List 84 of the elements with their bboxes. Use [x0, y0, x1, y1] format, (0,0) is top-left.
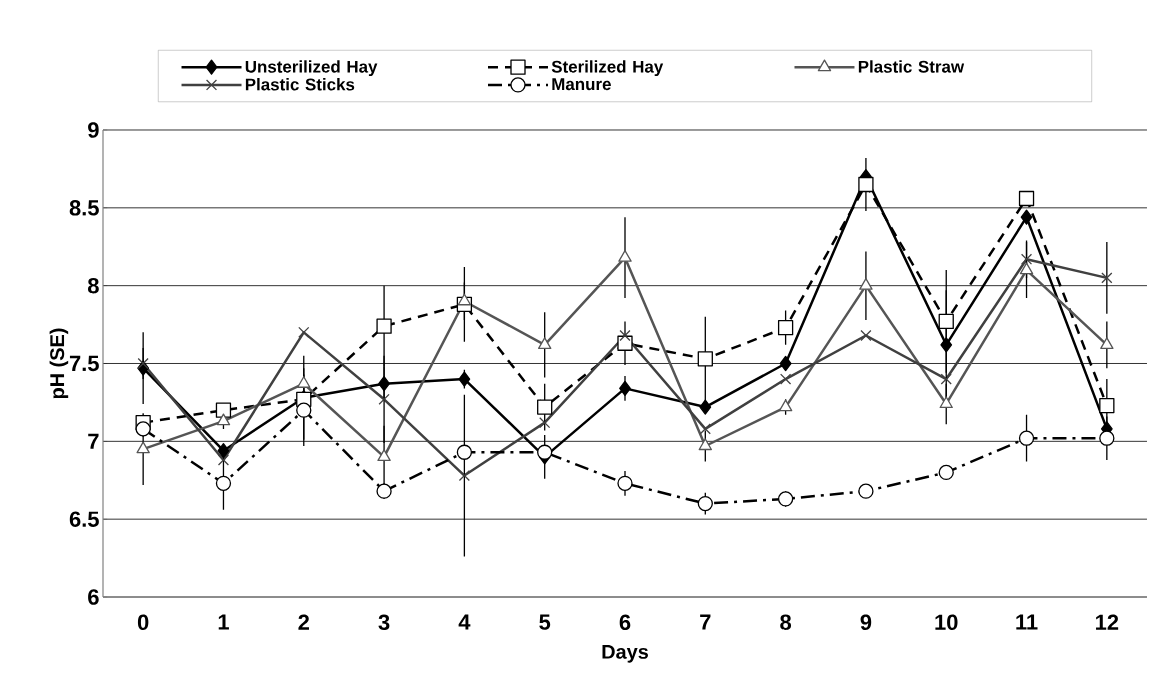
point: [1020, 253, 1033, 265]
x-tick-label: 11: [1016, 614, 1038, 630]
point: [699, 399, 712, 415]
point: [1020, 209, 1033, 225]
point: [458, 469, 470, 482]
point: [376, 483, 392, 499]
point: [778, 399, 793, 412]
point: [216, 413, 231, 426]
point: [618, 249, 632, 262]
point: [456, 444, 473, 460]
x-tick-label: 0: [137, 614, 149, 631]
point: [1099, 430, 1115, 446]
point: [619, 380, 631, 397]
y-tick-label: 9: [88, 122, 99, 138]
legend-label: Unsterilized Hay: [245, 60, 378, 77]
point: [537, 444, 553, 460]
point: [458, 371, 471, 387]
y-tick-label: 7.5: [69, 355, 99, 372]
point: [215, 402, 232, 418]
point: [697, 495, 713, 512]
point: [780, 373, 792, 385]
x-tick-label: 5: [539, 614, 551, 630]
y-tick-label: 6: [88, 589, 99, 605]
legend-label: Manure: [552, 78, 611, 91]
point: [699, 423, 711, 435]
point: [859, 278, 873, 290]
x-tick-label: 4: [458, 614, 471, 630]
point: [298, 326, 310, 338]
point: [938, 313, 954, 330]
point: [378, 376, 390, 392]
point: [940, 337, 953, 353]
legend-label: Sterilized Hay: [551, 60, 664, 77]
x-tick-label: 1: [218, 614, 229, 630]
point: [296, 402, 312, 418]
x-tick-label: 12: [1096, 614, 1119, 630]
point: [779, 355, 792, 372]
point: [777, 320, 794, 336]
x-tick-label: 8: [780, 614, 792, 631]
point: [1099, 397, 1115, 414]
x-tick-label: 7: [700, 614, 711, 630]
point: [938, 464, 954, 481]
point: [1018, 430, 1035, 446]
point: [217, 454, 230, 466]
legend-label: Plastic Straw: [858, 60, 965, 73]
point: [1019, 262, 1034, 275]
y-tick-label: 8.5: [69, 200, 99, 216]
y-tick-label: 8: [87, 277, 99, 294]
x-tick-label: 10: [935, 614, 958, 631]
point: [698, 438, 713, 451]
point: [376, 318, 392, 334]
point: [297, 376, 311, 388]
point: [619, 329, 631, 342]
point: [858, 483, 874, 499]
x-axis-title: Days: [602, 644, 648, 663]
point: [136, 441, 150, 454]
point: [697, 351, 713, 367]
point: [377, 449, 391, 462]
point: [1101, 272, 1113, 284]
point: [539, 417, 551, 429]
point: [537, 337, 552, 349]
y-tick-label: 7: [88, 433, 99, 449]
x-tick-label: 3: [378, 614, 390, 631]
point: [537, 399, 553, 415]
y-tick-label: 6.5: [69, 511, 99, 527]
point: [1018, 190, 1035, 207]
point: [1100, 337, 1114, 349]
point: [939, 396, 953, 409]
x-tick-label: 9: [860, 614, 872, 631]
point: [378, 393, 390, 405]
y-axis-title: pH (SE): [49, 328, 69, 399]
point: [860, 329, 872, 342]
point: [135, 421, 151, 437]
point: [215, 475, 232, 492]
point: [217, 443, 230, 459]
point: [457, 293, 472, 306]
x-tick-label: 2: [298, 614, 309, 630]
point: [858, 176, 874, 193]
point: [617, 335, 633, 351]
point: [940, 373, 952, 385]
x-tick-label: 6: [619, 614, 631, 631]
point: [777, 491, 794, 507]
legend-label: Plastic Sticks: [245, 78, 355, 91]
point: [617, 475, 633, 492]
point: [137, 357, 149, 370]
